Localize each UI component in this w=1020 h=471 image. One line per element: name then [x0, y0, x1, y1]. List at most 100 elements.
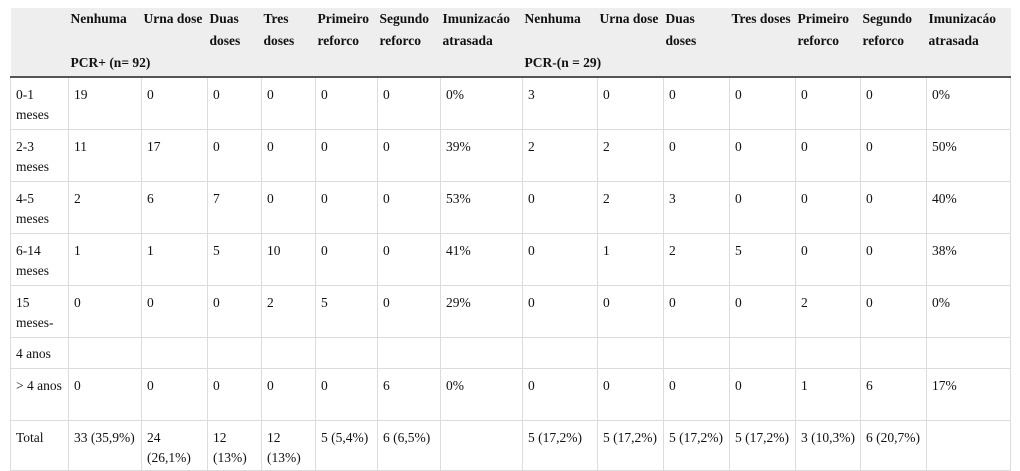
cell: 0 [141, 76, 208, 130]
row-label: 4 anos [10, 337, 69, 369]
cell: 6 (20,7%) [860, 420, 927, 471]
empty-cell [729, 337, 796, 369]
cell: 0 [860, 129, 927, 182]
empty-cell [926, 337, 1011, 369]
cell: 12 (13%) [207, 420, 262, 471]
cell: 0 [860, 285, 927, 338]
column-header: Duas doses [207, 8, 262, 52]
row-label: 0-1 meses [10, 76, 69, 130]
cell: 12 (13%) [261, 420, 316, 471]
cell: 0 [315, 368, 378, 421]
cell: 1 [141, 233, 208, 286]
cell: 0 [522, 233, 598, 286]
cell: 41% [440, 233, 523, 286]
cell: 0 [261, 129, 316, 182]
empty-cell [207, 337, 262, 369]
group-label: PCR+ (n= 92) [68, 52, 523, 78]
cell: 0% [926, 76, 1011, 130]
cell: 2 [261, 285, 316, 338]
column-header: Imunizacáo atrasada [440, 8, 523, 52]
cell: 2 [597, 129, 664, 182]
cell: 5 (17,2%) [597, 420, 664, 471]
cell: 0 [68, 285, 142, 338]
cell: 0 [663, 368, 730, 421]
group-row: PCR+ (n= 92) PCR-(n = 29) [10, 52, 1011, 78]
cell: 0 [261, 76, 316, 130]
cell: 0 [860, 76, 927, 130]
cell: 0 [377, 129, 441, 182]
cell: 0 [663, 285, 730, 338]
table-body: 0-1 meses 19 0 0 0 0 0 0% 3 0 0 0 0 0 0% 2-3 meses 11 17 0… [10, 76, 1011, 471]
cell: 5 [315, 285, 378, 338]
cell: 0 [377, 233, 441, 286]
cell: 11 [68, 129, 142, 182]
cell: 1 [68, 233, 142, 286]
cell: 17 [141, 129, 208, 182]
cell: 1 [795, 368, 861, 421]
column-header: Urna dose [597, 8, 664, 52]
empty-cell [141, 337, 208, 369]
table-row: 2-3 meses 11 17 0 0 0 0 39% 2 2 0 0 0 0 50% [10, 129, 1011, 182]
row-label: 2-3 meses [10, 129, 69, 182]
cell: 19 [68, 76, 142, 130]
cell: 7 [207, 181, 262, 234]
cell: 0 [207, 285, 262, 338]
table-row: 0-1 meses 19 0 0 0 0 0 0% 3 0 0 0 0 0 0% [10, 76, 1011, 130]
cell: 6 [377, 368, 441, 421]
cell: 0 [315, 129, 378, 182]
cell: 0% [440, 368, 523, 421]
empty-cell [440, 420, 523, 471]
cell: 2 [522, 129, 598, 182]
row-label: Total [10, 420, 69, 471]
empty-cell [926, 420, 1011, 471]
cell: 2 [663, 233, 730, 286]
cell: 24 (26,1%) [141, 420, 208, 471]
cell: 6 [860, 368, 927, 421]
empty-cell [663, 337, 730, 369]
cell: 0 [663, 76, 730, 130]
cell: 2 [68, 181, 142, 234]
column-header: Primeiro reforco [315, 8, 378, 52]
table-row: > 4 anos 0 0 0 0 0 6 0% 0 0 0 0 1 6 17% [10, 368, 1011, 421]
column-header: Nenhuma [68, 8, 142, 52]
cell: 3 (10,3%) [795, 420, 861, 471]
cell: 6 [141, 181, 208, 234]
empty-cell [261, 337, 316, 369]
empty-cell [440, 337, 523, 369]
cell: 1 [597, 233, 664, 286]
corner [10, 8, 69, 52]
table-header: Nenhuma Urna dose Duas doses Tres doses Prim… [10, 8, 1011, 78]
cell: 0 [597, 368, 664, 421]
cell: 3 [663, 181, 730, 234]
cell: 0 [663, 129, 730, 182]
cell: 2 [597, 181, 664, 234]
cell: 0 [597, 76, 664, 130]
cell: 53% [440, 181, 523, 234]
cell: 17% [926, 368, 1011, 421]
cell: 0 [207, 129, 262, 182]
table-row: 4 anos [10, 337, 1011, 369]
cell: 38% [926, 233, 1011, 286]
cell: 0 [729, 76, 796, 130]
cell: 50% [926, 129, 1011, 182]
cell: 0 [522, 181, 598, 234]
empty-cell [795, 337, 861, 369]
cell: 0 [522, 285, 598, 338]
cell: 0 [860, 233, 927, 286]
cell: 5 (17,2%) [729, 420, 796, 471]
empty-cell [315, 337, 378, 369]
empty-cell [377, 337, 441, 369]
immunization-table: Nenhuma Urna dose Duas doses Tres doses Prim… [10, 8, 1011, 471]
cell: 3 [522, 76, 598, 130]
row-label: > 4 anos [10, 368, 69, 421]
cell: 5 [207, 233, 262, 286]
row-label: 15 meses- [10, 285, 69, 338]
cell: 40% [926, 181, 1011, 234]
cell: 0 [729, 129, 796, 182]
column-header: Duas doses [663, 8, 730, 52]
column-header: Imunizacáo atrasada [926, 8, 1011, 52]
cell: 29% [440, 285, 523, 338]
cell: 0 [207, 76, 262, 130]
cell: 0 [795, 129, 861, 182]
